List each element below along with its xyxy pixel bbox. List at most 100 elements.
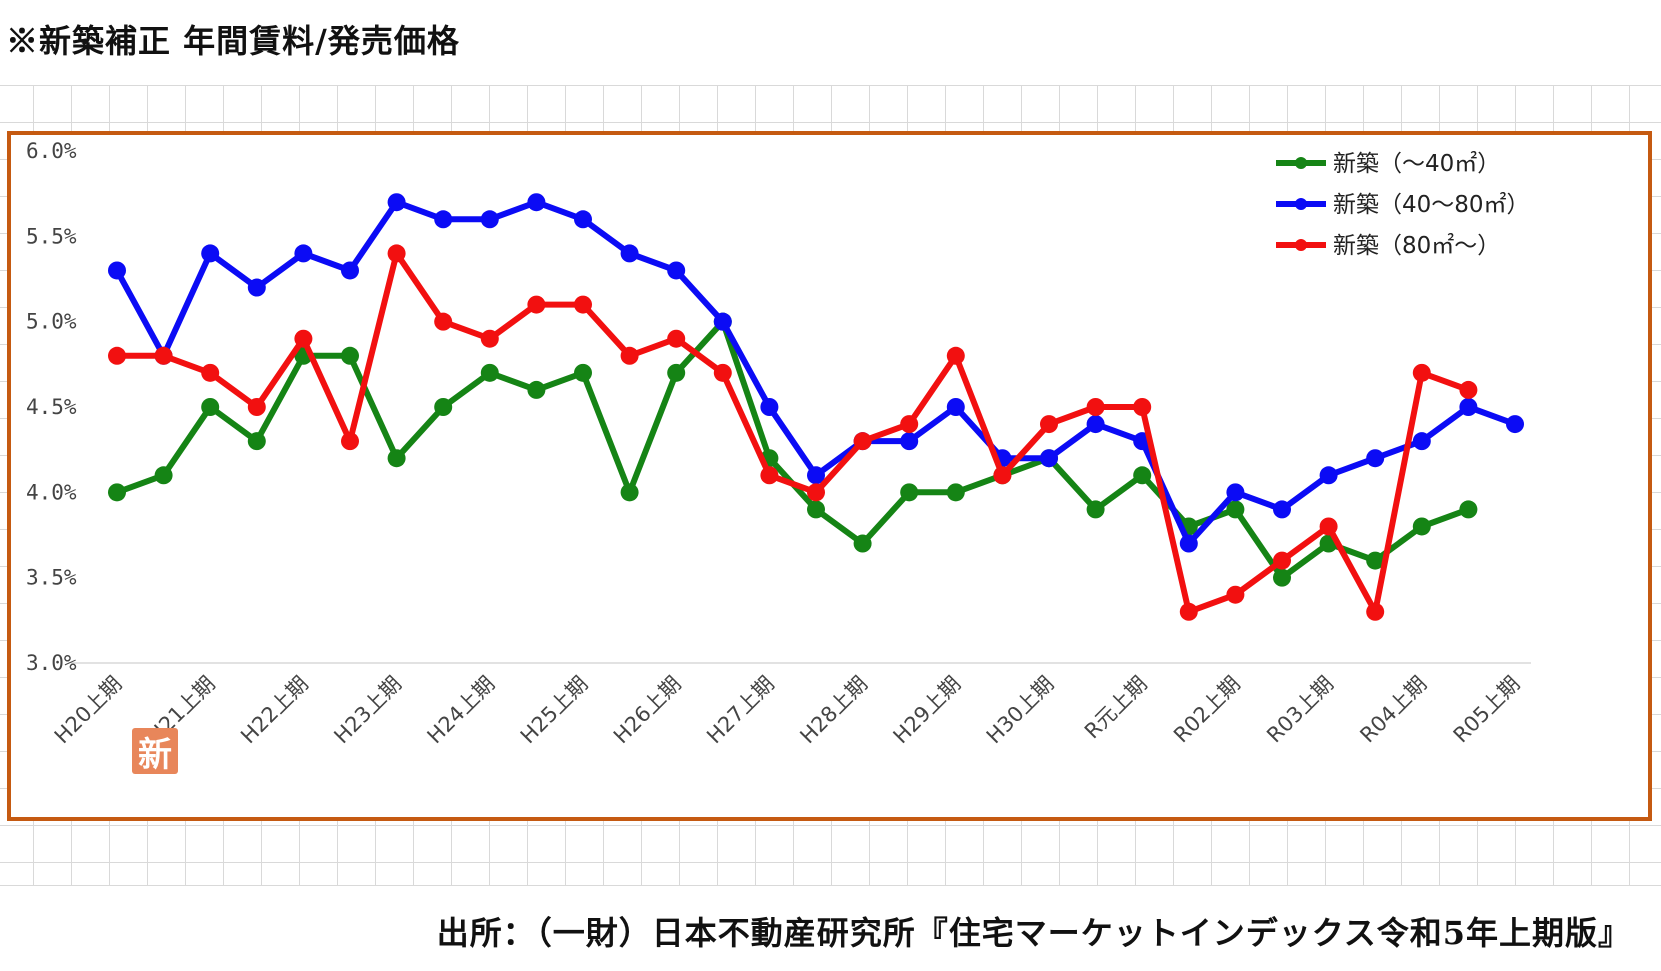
- data-point-series-3: [667, 329, 686, 348]
- legend-label: 新築（40～80㎡）: [1333, 192, 1530, 218]
- y-tick-label: 6.0%: [26, 139, 77, 163]
- line-chart: 3.0%3.5%4.0%4.5%5.0%5.5%6.0%H20上期 H21上期 H2…: [26, 139, 1531, 749]
- data-point-series-3: [247, 398, 266, 416]
- data-point-series-3: [108, 346, 126, 365]
- data-point-series-3: [1133, 398, 1152, 416]
- legend-marker: [1295, 157, 1307, 169]
- data-point-series-3: [807, 483, 825, 502]
- data-point-series-1: [247, 432, 266, 451]
- data-point-series-2: [434, 210, 453, 229]
- legend-label: 新築（80㎡～）: [1333, 233, 1500, 259]
- data-point-series-3: [574, 295, 592, 314]
- data-point-series-1: [1459, 500, 1478, 519]
- data-point-series-1: [1133, 466, 1152, 485]
- data-point-series-3: [1179, 602, 1198, 621]
- chart-area[interactable]: 3.0% 3.5% 4.0% 4.5% 5.0% 5.5% 6.0% H20上期 H21上期 H2…: [7, 131, 1652, 821]
- x-tick-label: H25上期: [516, 672, 593, 749]
- data-point-series-1: [1086, 500, 1105, 519]
- y-tick-label: 3.5%: [26, 566, 77, 590]
- x-tick-label: H28上期: [795, 672, 872, 749]
- data-point-series-2: [667, 261, 686, 280]
- data-point-series-3: [853, 432, 872, 451]
- x-tick-label: R03上期: [1262, 672, 1338, 748]
- data-point-series-3: [480, 329, 499, 348]
- data-point-series-2: [527, 193, 546, 212]
- data-point-series-1: [1366, 551, 1385, 570]
- data-point-series-3: [946, 346, 965, 365]
- x-tick-label: H30上期: [982, 672, 1059, 749]
- x-tick-label: R02上期: [1169, 672, 1245, 748]
- data-point-series-1: [620, 483, 639, 502]
- x-tick-label: H24上期: [423, 672, 500, 749]
- data-point-series-2: [294, 244, 313, 263]
- legend-label: 新築（～40㎡）: [1333, 151, 1500, 177]
- data-point-series-3: [1086, 398, 1105, 416]
- y-tick-label: 4.5%: [26, 395, 77, 419]
- data-point-series-2: [108, 261, 126, 280]
- data-point-series-2: [760, 398, 779, 416]
- data-point-series-2: [480, 210, 499, 229]
- data-point-series-3: [713, 363, 732, 382]
- y-tick-label: 5.5%: [26, 224, 77, 248]
- y-tick-label: 3.0%: [26, 651, 77, 675]
- data-point-series-2: [1459, 398, 1478, 416]
- data-point-series-3: [993, 466, 1012, 485]
- legend-marker: [1295, 198, 1307, 210]
- data-point-series-2: [807, 466, 825, 485]
- data-point-series-2: [1040, 449, 1058, 468]
- data-point-series-1: [341, 346, 359, 365]
- data-point-series-1: [434, 398, 453, 416]
- data-point-series-2: [1086, 415, 1105, 434]
- x-tick-label: H27上期: [702, 672, 779, 749]
- data-point-series-1: [1412, 517, 1431, 536]
- data-point-series-2: [946, 398, 965, 416]
- data-point-series-2: [574, 210, 592, 229]
- data-point-series-2: [1273, 500, 1291, 519]
- data-point-series-3: [201, 363, 220, 382]
- x-tick-label: R05上期: [1449, 672, 1525, 748]
- data-point-series-2: [1226, 483, 1245, 502]
- data-point-series-2: [1506, 415, 1524, 434]
- series-line-1: [114, 318, 1472, 581]
- data-point-series-3: [1273, 551, 1291, 570]
- data-point-series-1: [201, 398, 220, 416]
- x-tick-label: H23上期: [329, 672, 406, 749]
- data-point-series-3: [1319, 517, 1338, 536]
- data-point-series-2: [1319, 466, 1338, 485]
- x-tick-label: R元上期: [1080, 672, 1152, 744]
- data-point-series-3: [341, 432, 359, 451]
- source-citation: 出所：（一財）日本不動産研究所『住宅マーケットインデックス令和5年上期版』: [436, 914, 1631, 952]
- data-point-series-2: [201, 244, 220, 263]
- data-point-series-3: [900, 415, 919, 434]
- data-point-series-1: [807, 500, 825, 519]
- data-point-series-1: [108, 483, 126, 502]
- data-point-series-1: [946, 483, 965, 502]
- data-point-series-2: [341, 261, 359, 280]
- data-point-series-3: [760, 466, 779, 485]
- data-point-series-3: [1226, 585, 1245, 604]
- data-point-series-2: [387, 193, 406, 212]
- x-tick-label: H20上期: [50, 672, 127, 749]
- data-point-series-1: [900, 483, 919, 502]
- x-tick-label: H29上期: [889, 672, 966, 749]
- x-tick-label: H26上期: [609, 672, 686, 749]
- data-point-series-1: [667, 363, 686, 382]
- footer-band: [0, 885, 1661, 971]
- data-point-series-3: [294, 329, 313, 348]
- data-point-series-2: [247, 278, 266, 297]
- data-point-series-1: [853, 534, 872, 553]
- data-point-series-1: [154, 466, 173, 485]
- data-point-series-1: [574, 363, 592, 382]
- title-band: ※新築補正 年間賃料/発売価格: [0, 0, 1661, 86]
- data-point-series-2: [900, 432, 919, 451]
- data-point-series-3: [620, 346, 639, 365]
- data-point-series-1: [1226, 500, 1245, 519]
- data-point-series-1: [387, 449, 406, 468]
- data-point-series-3: [154, 346, 173, 365]
- data-point-series-2: [1412, 432, 1431, 451]
- data-point-series-3: [1412, 363, 1431, 382]
- y-tick-label: 5.0%: [26, 310, 77, 334]
- series-line-3: [114, 250, 1472, 615]
- data-point-series-1: [527, 380, 546, 399]
- y-tick-label: 4.0%: [26, 480, 77, 504]
